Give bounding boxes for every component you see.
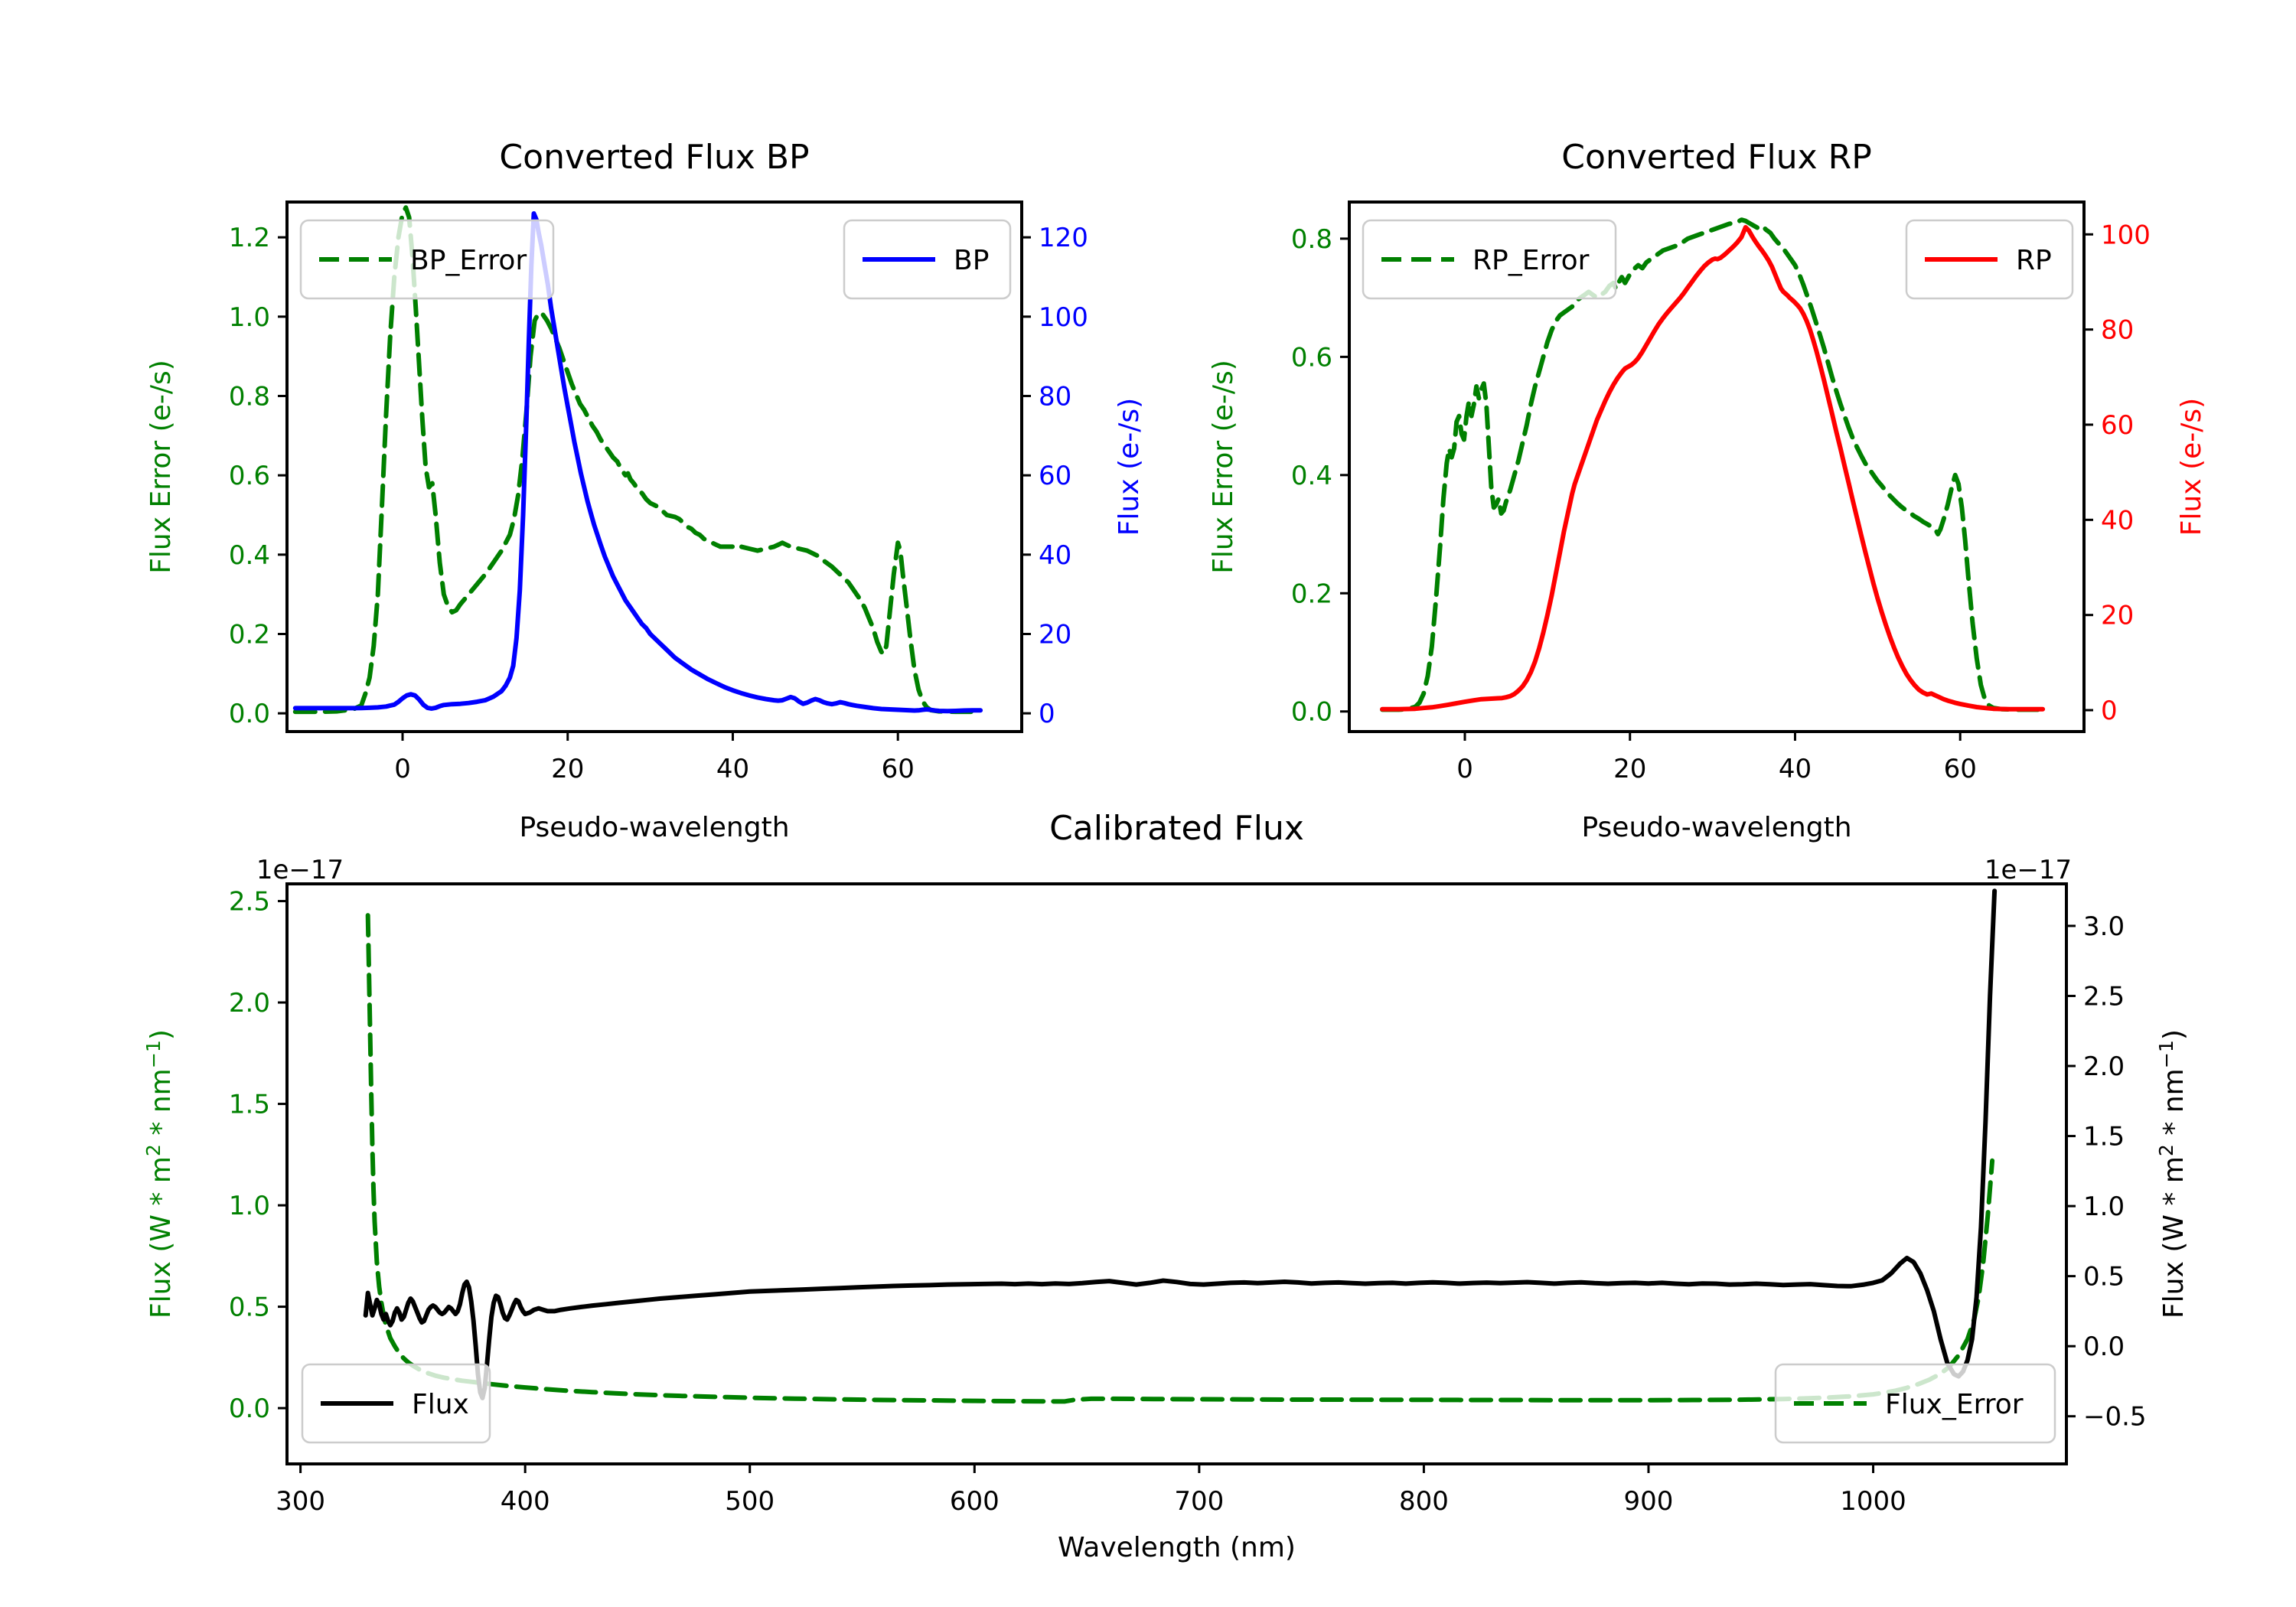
plot-title: Converted Flux RP xyxy=(1561,138,1872,177)
y-tick-label-right: 2.0 xyxy=(2083,1051,2125,1082)
y-tick-label-right: −0.5 xyxy=(2083,1402,2147,1433)
y-tick-label-right: 40 xyxy=(1039,540,1071,571)
legend-label: RP xyxy=(2016,245,2052,276)
legend-label: BP xyxy=(954,245,989,276)
chart-calibrated: 300 400 500 600 700 800 900 1000 0.0 0.5 1.0 1.5 2.0… xyxy=(142,809,2190,1563)
y-tick-label-right: 60 xyxy=(2101,410,2134,441)
x-tick-label: 1000 xyxy=(1840,1486,1906,1517)
y-tick-label-left: 1.2 xyxy=(229,223,270,253)
chart-rp: 0 20 40 60 0.0 0.2 0.4 0.6 0.8 Flux Error (e-/s) 0… xyxy=(1208,138,2207,843)
x-tick-label: 600 xyxy=(950,1486,1000,1517)
y-tick-label-right: 60 xyxy=(1039,461,1071,491)
chart-bp: 0 20 40 60 0.0 0.2 0.4 0.6 0.8 1.0 1.2 Flux Error (… xyxy=(145,138,1145,843)
y-tick-label-left: 0.8 xyxy=(229,381,270,412)
axis-offset-text: 1e−17 xyxy=(256,855,344,885)
y-tick-label-right: 80 xyxy=(1039,381,1071,412)
y-tick-label-right: 0 xyxy=(1039,699,1055,729)
legend-BP_Error: BP_Error xyxy=(299,219,555,300)
x-tick-label: 0 xyxy=(394,754,411,784)
y-tick-label-left: 0.2 xyxy=(1291,579,1332,609)
series-RP_Error xyxy=(1380,217,2046,712)
y-tick-label-right: 1.0 xyxy=(2083,1191,2125,1222)
axis-label-left: Flux (W * m2 * nm−1) xyxy=(142,1029,177,1319)
axes-spines xyxy=(1348,200,2086,733)
legend-label: Flux_Error xyxy=(1885,1389,2024,1420)
x-tick-label: 40 xyxy=(716,754,749,784)
y-tick-label-left: 0.6 xyxy=(229,461,270,491)
x-tick-label: 800 xyxy=(1399,1486,1449,1517)
legend-box xyxy=(1774,1363,2056,1444)
x-tick-label: 400 xyxy=(501,1486,550,1517)
plot-title: Calibrated Flux xyxy=(1049,809,1304,848)
legend-Flux_Error: Flux_Error xyxy=(1774,1363,2056,1444)
legend-label: RP_Error xyxy=(1473,245,1590,276)
y-tick-label-right: 120 xyxy=(1039,223,1088,253)
y-tick-label-left: 0.0 xyxy=(229,699,270,729)
y-tick-label-left: 2.0 xyxy=(229,988,270,1019)
x-tick-label: 60 xyxy=(882,754,915,784)
y-tick-label-right: 1.5 xyxy=(2083,1122,2125,1152)
y-tick-label-left: 1.0 xyxy=(229,302,270,333)
x-axis-label: Pseudo-wavelength xyxy=(1581,812,1851,843)
axis-offset-text: 1e−17 xyxy=(1985,855,2072,885)
x-axis-label: Wavelength (nm) xyxy=(1058,1532,1296,1563)
y-tick-label-right: 100 xyxy=(1039,302,1088,333)
x-tick-label: 300 xyxy=(276,1486,325,1517)
y-tick-label-right: 2.5 xyxy=(2083,981,2125,1012)
axes-spines xyxy=(285,882,2068,1465)
legend-label: BP_Error xyxy=(410,245,527,276)
y-tick-label-right: 20 xyxy=(1039,619,1071,650)
y-tick-label-right: 0 xyxy=(2101,696,2118,726)
y-tick-label-left: 2.5 xyxy=(229,887,270,918)
y-tick-label-left: 0.6 xyxy=(1291,342,1332,373)
plot-title: Converted Flux BP xyxy=(499,138,809,177)
axis-label-left: Flux Error (e-/s) xyxy=(1208,360,1239,574)
y-tick-label-right: 3.0 xyxy=(2083,911,2125,942)
y-tick-label-left: 0.0 xyxy=(229,1393,270,1424)
x-tick-label: 20 xyxy=(1613,754,1646,784)
x-axis-label: Pseudo-wavelength xyxy=(519,812,789,843)
legend-box xyxy=(301,1363,491,1444)
y-tick-label-left: 0.8 xyxy=(1291,224,1332,255)
x-tick-label: 0 xyxy=(1456,754,1473,784)
series-RP xyxy=(1380,225,2046,712)
y-tick-label-right: 20 xyxy=(2101,601,2134,631)
y-tick-label-right: 40 xyxy=(2101,505,2134,536)
series-BP xyxy=(292,211,983,714)
axis-label-right: Flux (e-/s) xyxy=(2176,398,2207,536)
y-tick-label-left: 0.4 xyxy=(229,540,270,571)
legend-BP: BP xyxy=(843,219,1012,300)
y-tick-label-right: 100 xyxy=(2101,220,2151,250)
legend-RP: RP xyxy=(1905,219,2074,300)
y-tick-label-left: 0.2 xyxy=(229,619,270,650)
series-Flux_Error xyxy=(365,913,1995,1404)
y-tick-label-right: 0.5 xyxy=(2083,1262,2125,1292)
x-tick-label: 60 xyxy=(1944,754,1977,784)
y-tick-label-left: 0.0 xyxy=(1291,697,1332,728)
y-tick-label-left: 1.0 xyxy=(229,1191,270,1221)
x-tick-label: 500 xyxy=(725,1486,775,1517)
y-tick-label-left: 0.5 xyxy=(229,1292,270,1323)
axes-spines xyxy=(285,200,1023,733)
legend-label: Flux xyxy=(412,1389,469,1420)
x-tick-label: 20 xyxy=(551,754,584,784)
y-tick-label-left: 0.4 xyxy=(1291,461,1332,491)
legend-box xyxy=(1362,219,1617,300)
series-Flux xyxy=(363,888,1998,1400)
y-tick-label-right: 0.0 xyxy=(2083,1332,2125,1362)
x-tick-label: 40 xyxy=(1779,754,1812,784)
y-tick-label-left: 1.5 xyxy=(229,1090,270,1120)
x-tick-label: 900 xyxy=(1624,1486,1674,1517)
legend-box xyxy=(299,219,555,300)
legend-Flux: Flux xyxy=(301,1363,491,1444)
legend-RP_Error: RP_Error xyxy=(1362,219,1617,300)
series-BP_Error xyxy=(292,205,983,715)
axis-label-right: Flux (e-/s) xyxy=(1114,398,1145,536)
y-tick-label-right: 80 xyxy=(2101,315,2134,346)
x-tick-label: 700 xyxy=(1174,1486,1224,1517)
axis-label-right: Flux (W * m2 * nm−1) xyxy=(2155,1029,2190,1319)
axis-label-left: Flux Error (e-/s) xyxy=(145,360,177,574)
